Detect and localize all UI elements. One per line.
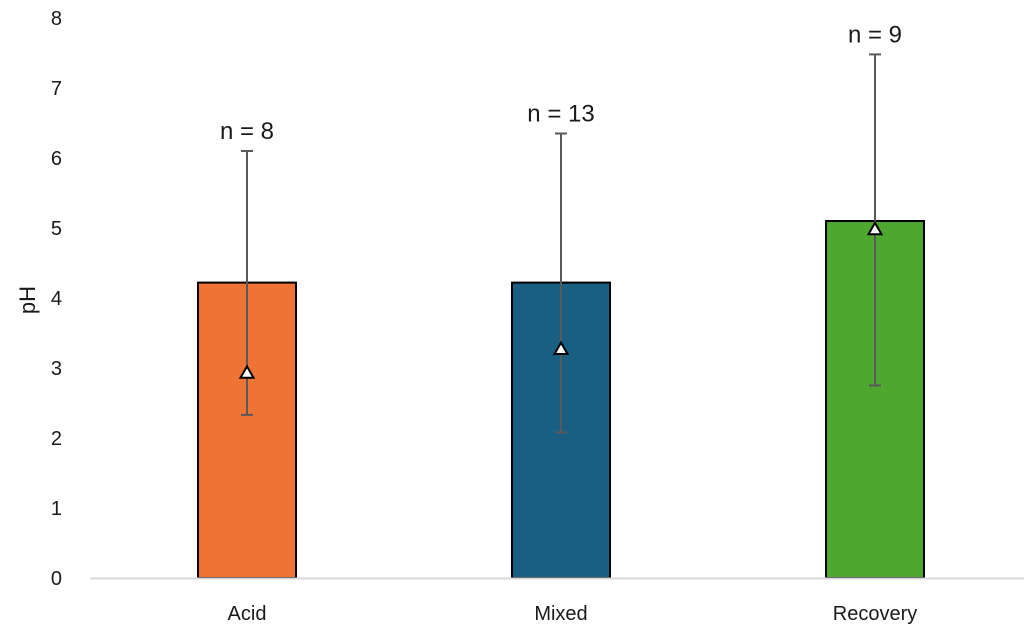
y-tick-label-4: 4	[51, 288, 62, 310]
category-label-recovery: Recovery	[833, 603, 917, 625]
x-axis: Acid Mixed Recovery	[228, 603, 918, 625]
marker-triangle-mixed	[552, 340, 570, 355]
y-tick-label-1: 1	[51, 498, 62, 520]
y-tick-label-6: 6	[51, 148, 62, 170]
error-bar-recovery	[869, 53, 881, 387]
n-label-mixed: n = 13	[527, 101, 594, 128]
y-tick-label-0: 0	[51, 568, 62, 590]
marker-triangle-recovery	[866, 220, 884, 236]
y-tick-label-5: 5	[51, 218, 62, 240]
n-label-acid: n = 8	[220, 118, 274, 145]
y-tick-label-2: 2	[51, 428, 62, 450]
n-label-recovery: n = 9	[848, 21, 902, 48]
marker-triangle-acid	[238, 364, 256, 379]
n-labels-group: n = 8 n = 13 n = 9	[220, 21, 902, 145]
y-tick-label-7: 7	[51, 78, 62, 100]
y-tick-label-3: 3	[51, 358, 62, 380]
category-label-acid: Acid	[228, 603, 267, 625]
y-axis: 0 1 2 3 4 5 6 7 8	[51, 8, 62, 590]
y-tick-label-8: 8	[51, 8, 62, 30]
markers-group	[238, 220, 884, 379]
category-label-mixed: Mixed	[534, 603, 587, 625]
error-bar-mixed	[555, 132, 567, 434]
y-axis-title: pH	[15, 286, 40, 314]
